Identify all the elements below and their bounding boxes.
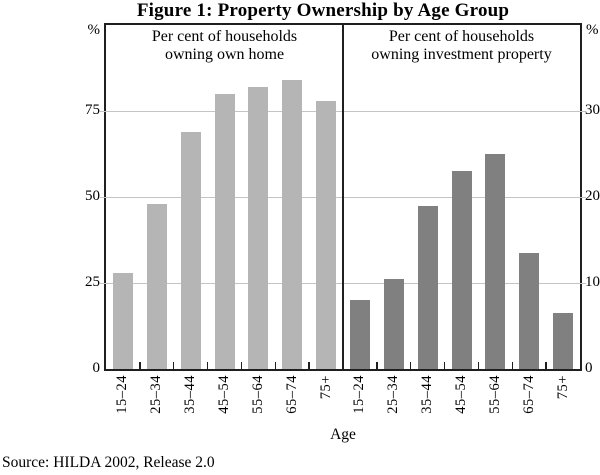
source-note: Source: HILDA 2002, Release 2.0	[2, 454, 215, 471]
y-tick-label-left-50: 50	[85, 188, 100, 204]
figure-title: Figure 1: Property Ownership by Age Grou…	[136, 0, 510, 21]
bar-own-home-35–44	[180, 131, 201, 369]
left-panel-subtitle-line1: Per cent of households	[151, 28, 298, 45]
plot-area: Per cent of households owning own home P…	[100, 23, 586, 371]
bar-own-home-45–54	[214, 93, 235, 369]
y-tick-label-left-75: 75	[85, 102, 100, 118]
right-panel-subtitle-line2: owning investment property	[371, 45, 552, 63]
x-axis-tick	[443, 362, 446, 369]
bar-own-home-25–34	[146, 203, 167, 369]
x-tick-label-own-home-55–64: 55–64	[249, 375, 266, 414]
x-axis-tick	[139, 362, 141, 369]
y-tick-label-right-10: 10	[585, 274, 600, 290]
y-tick-label-right-20: 20	[585, 188, 600, 204]
x-tick-label-own-home-25–34: 25–34	[148, 375, 165, 414]
bar-investment-35–44	[417, 205, 438, 369]
x-axis-tick	[172, 362, 175, 369]
x-axis-tick	[545, 362, 547, 369]
bar-investment-45–54	[451, 171, 472, 369]
x-tick-label-own-home-45–54: 45–54	[216, 375, 232, 414]
bar-investment-75+	[553, 313, 574, 369]
right-panel-subtitle-line1: Per cent of households	[388, 28, 535, 45]
x-tick-label-investment-75+: 75+	[554, 375, 571, 400]
panel-divider	[342, 25, 344, 369]
x-axis-tick	[376, 362, 378, 369]
bar-own-home-15–24	[112, 272, 133, 369]
bar-own-home-75+	[316, 100, 337, 369]
left-panel-subtitle-line2: owning own home	[164, 45, 285, 63]
bar-investment-25–34	[383, 278, 404, 369]
y-tick-label-left-25: 25	[85, 274, 100, 290]
x-tick-label-investment-65–74: 65–74	[520, 375, 537, 414]
bar-investment-55–64	[485, 154, 506, 369]
right-axis-unit-label: %	[586, 22, 599, 38]
y-tick-label-left-0: 0	[92, 360, 101, 376]
x-tick-label-investment-15–24: 15–24	[351, 375, 368, 414]
x-tick-label-investment-25–34: 25–34	[385, 375, 402, 414]
x-axis-tick	[511, 362, 514, 369]
x-axis-title: Age	[330, 426, 356, 443]
left-panel-subtitle: Per cent of households owning own home	[106, 28, 343, 63]
x-axis-tick	[409, 362, 412, 369]
x-axis-tick	[240, 362, 243, 369]
x-axis-tick	[206, 362, 209, 369]
x-tick-label-investment-45–54: 45–54	[453, 375, 469, 414]
bar-own-home-65–74	[282, 80, 303, 369]
bar-investment-65–74	[519, 252, 540, 369]
x-axis-tick	[274, 362, 277, 369]
right-panel-subtitle: Per cent of households owning investment…	[343, 28, 580, 63]
left-axis-unit-label: %	[87, 22, 101, 38]
x-tick-label-own-home-35–44: 35–44	[182, 375, 199, 414]
bar-investment-15–24	[349, 300, 370, 369]
x-tick-label-investment-55–64: 55–64	[486, 375, 503, 414]
y-tick-label-right-0: 0	[585, 360, 593, 376]
x-tick-label-own-home-75+: 75+	[317, 375, 334, 400]
x-tick-label-own-home-15–24: 15–24	[114, 375, 131, 414]
x-axis-tick	[308, 362, 310, 369]
x-tick-label-investment-35–44: 35–44	[419, 375, 436, 414]
x-tick-label-own-home-65–74: 65–74	[283, 375, 300, 414]
x-axis-tick	[477, 362, 480, 369]
y-tick-label-right-30: 30	[585, 102, 600, 118]
bar-own-home-55–64	[248, 86, 269, 369]
